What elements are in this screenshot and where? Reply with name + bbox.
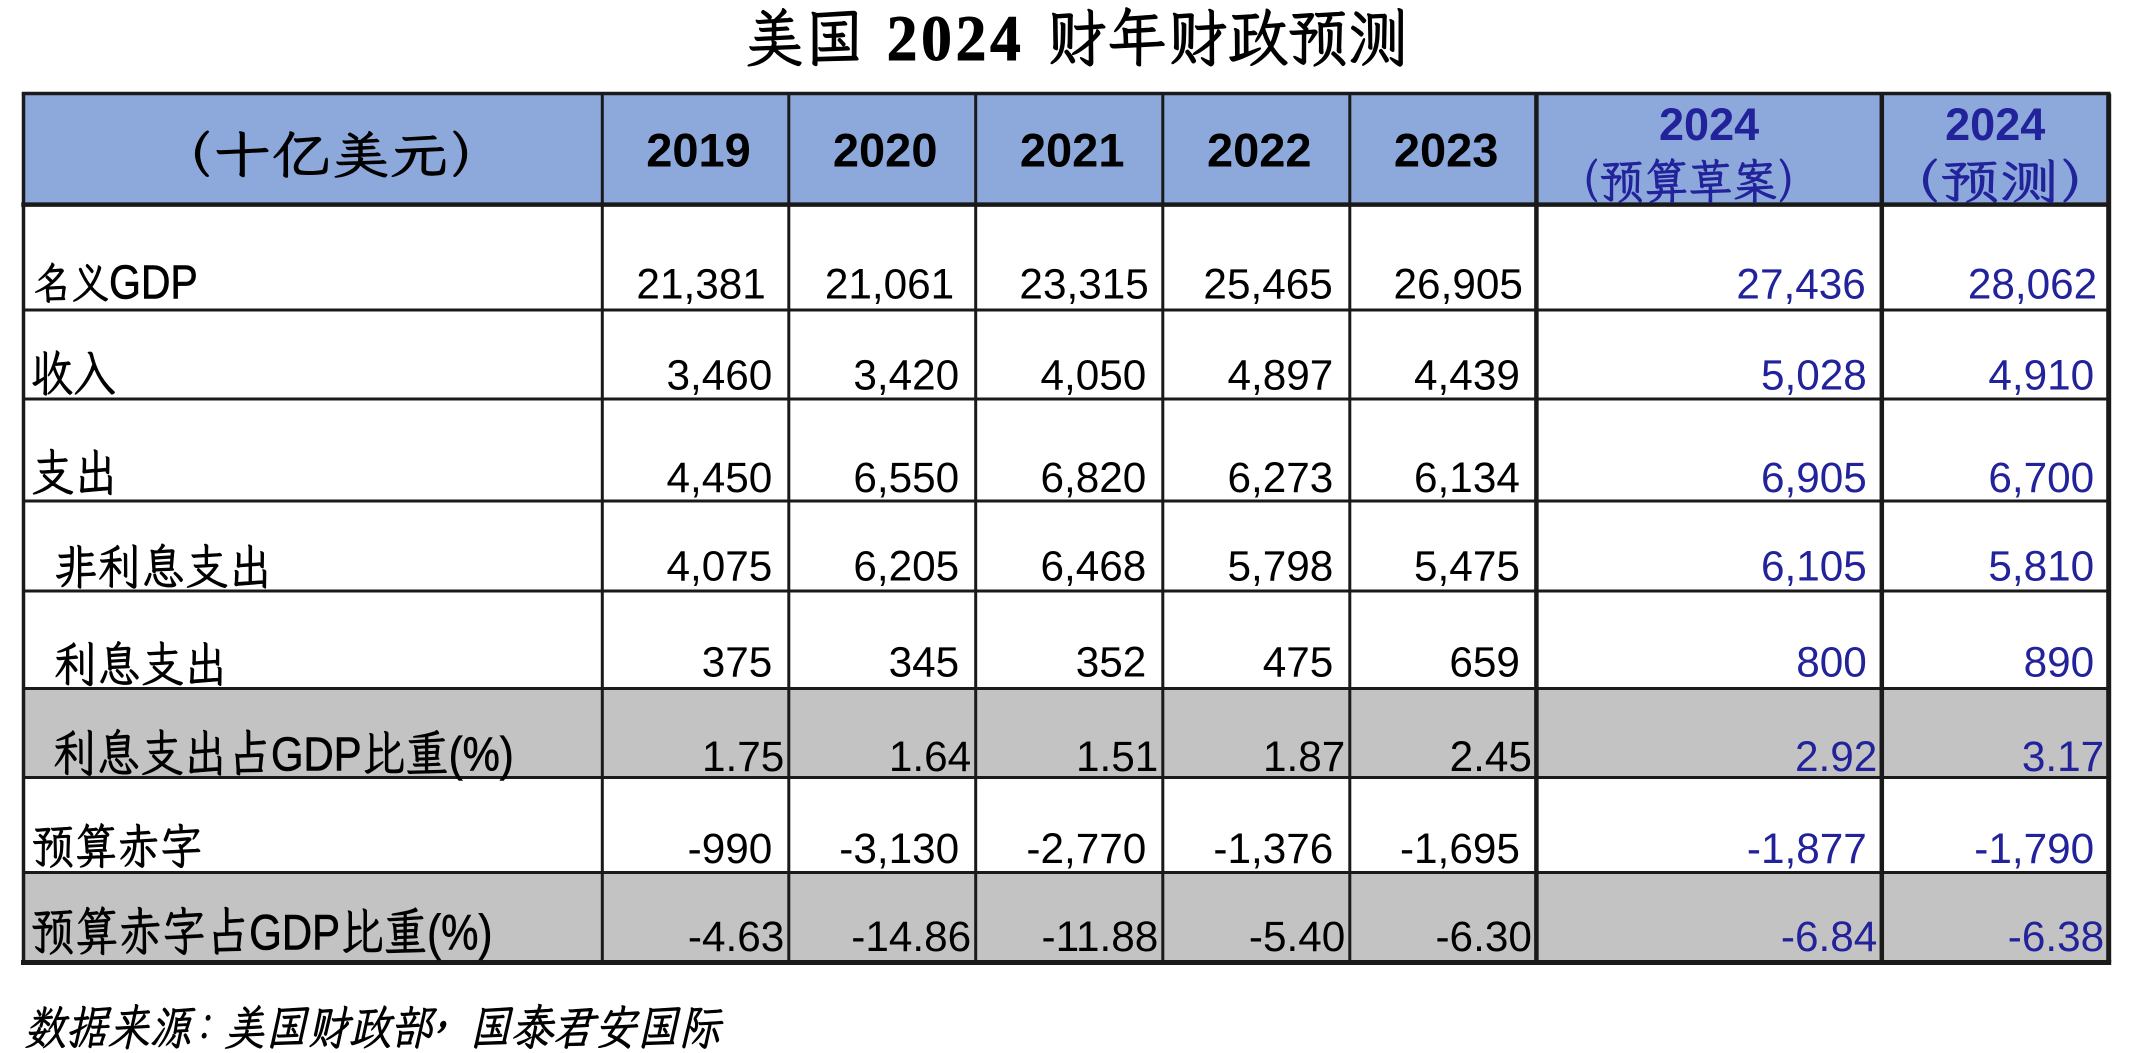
svg-text:375: 375 — [702, 639, 773, 686]
svg-text:-1,877: -1,877 — [1747, 825, 1867, 872]
svg-text:25,465: 25,465 — [1203, 261, 1332, 308]
svg-text:-6.30: -6.30 — [1435, 913, 1531, 960]
svg-text:-990: -990 — [688, 825, 773, 872]
svg-text:-6.38: -6.38 — [2008, 913, 2104, 960]
svg-text:345: 345 — [889, 639, 960, 686]
svg-text:6,134: 6,134 — [1414, 454, 1520, 501]
svg-text:26,905: 26,905 — [1394, 261, 1523, 308]
svg-text:890: 890 — [2024, 639, 2095, 686]
svg-text:4,450: 4,450 — [666, 454, 772, 501]
svg-text:659: 659 — [1449, 639, 1520, 686]
svg-text:800: 800 — [1796, 639, 1867, 686]
svg-text:1.64: 1.64 — [889, 733, 971, 780]
svg-text:6,700: 6,700 — [1988, 454, 2094, 501]
svg-text:5,028: 5,028 — [1761, 352, 1867, 399]
svg-text:2023: 2023 — [1394, 124, 1499, 177]
svg-text:2019: 2019 — [646, 124, 751, 177]
svg-text:-14.86: -14.86 — [851, 913, 971, 960]
svg-text:3.17: 3.17 — [2022, 733, 2104, 780]
svg-text:1.51: 1.51 — [1076, 733, 1158, 780]
svg-text:3,420: 3,420 — [853, 352, 959, 399]
svg-text:28,062: 28,062 — [1968, 261, 2097, 308]
svg-text:-1,376: -1,376 — [1213, 825, 1333, 872]
svg-text:5,475: 5,475 — [1414, 543, 1520, 590]
svg-text:23,315: 23,315 — [1019, 261, 1148, 308]
svg-text:6,820: 6,820 — [1040, 454, 1146, 501]
svg-text:21,381: 21,381 — [636, 261, 765, 308]
svg-text:2024: 2024 — [1945, 99, 2045, 150]
svg-text:4,075: 4,075 — [666, 543, 772, 590]
svg-text:4,439: 4,439 — [1414, 352, 1520, 399]
svg-text:1.87: 1.87 — [1263, 733, 1345, 780]
svg-text:6,468: 6,468 — [1040, 543, 1146, 590]
svg-text:-2,770: -2,770 — [1026, 825, 1146, 872]
svg-text:6,205: 6,205 — [853, 543, 959, 590]
svg-text:-11.88: -11.88 — [1042, 913, 1159, 960]
svg-text:6,905: 6,905 — [1761, 454, 1867, 501]
svg-text:2020: 2020 — [833, 124, 938, 177]
svg-text:475: 475 — [1263, 639, 1334, 686]
svg-text:2024: 2024 — [1659, 99, 1759, 150]
svg-text:-4.63: -4.63 — [688, 913, 784, 960]
svg-text:6,105: 6,105 — [1761, 543, 1867, 590]
svg-text:-6.84: -6.84 — [1781, 913, 1877, 960]
svg-text:2022: 2022 — [1207, 124, 1312, 177]
svg-text:3,460: 3,460 — [666, 352, 772, 399]
svg-text:4,910: 4,910 — [1988, 352, 2094, 399]
svg-text:6,550: 6,550 — [853, 454, 959, 501]
svg-text:2.45: 2.45 — [1450, 733, 1532, 780]
svg-text:2.92: 2.92 — [1795, 733, 1877, 780]
svg-text:4,897: 4,897 — [1227, 352, 1333, 399]
svg-text:5,798: 5,798 — [1227, 543, 1333, 590]
svg-text:-3,130: -3,130 — [839, 825, 959, 872]
svg-text:6,273: 6,273 — [1227, 454, 1333, 501]
svg-text:21,061: 21,061 — [825, 261, 954, 308]
svg-text:1.75: 1.75 — [702, 733, 784, 780]
svg-text:4,050: 4,050 — [1040, 352, 1146, 399]
svg-text:-1,790: -1,790 — [1974, 825, 2094, 872]
svg-text:-5.40: -5.40 — [1249, 913, 1345, 960]
svg-text:-1,695: -1,695 — [1400, 825, 1520, 872]
svg-text:2021: 2021 — [1020, 124, 1125, 177]
svg-text:352: 352 — [1076, 639, 1147, 686]
svg-text:5,810: 5,810 — [1988, 543, 2094, 590]
svg-text:27,436: 27,436 — [1736, 261, 1865, 308]
